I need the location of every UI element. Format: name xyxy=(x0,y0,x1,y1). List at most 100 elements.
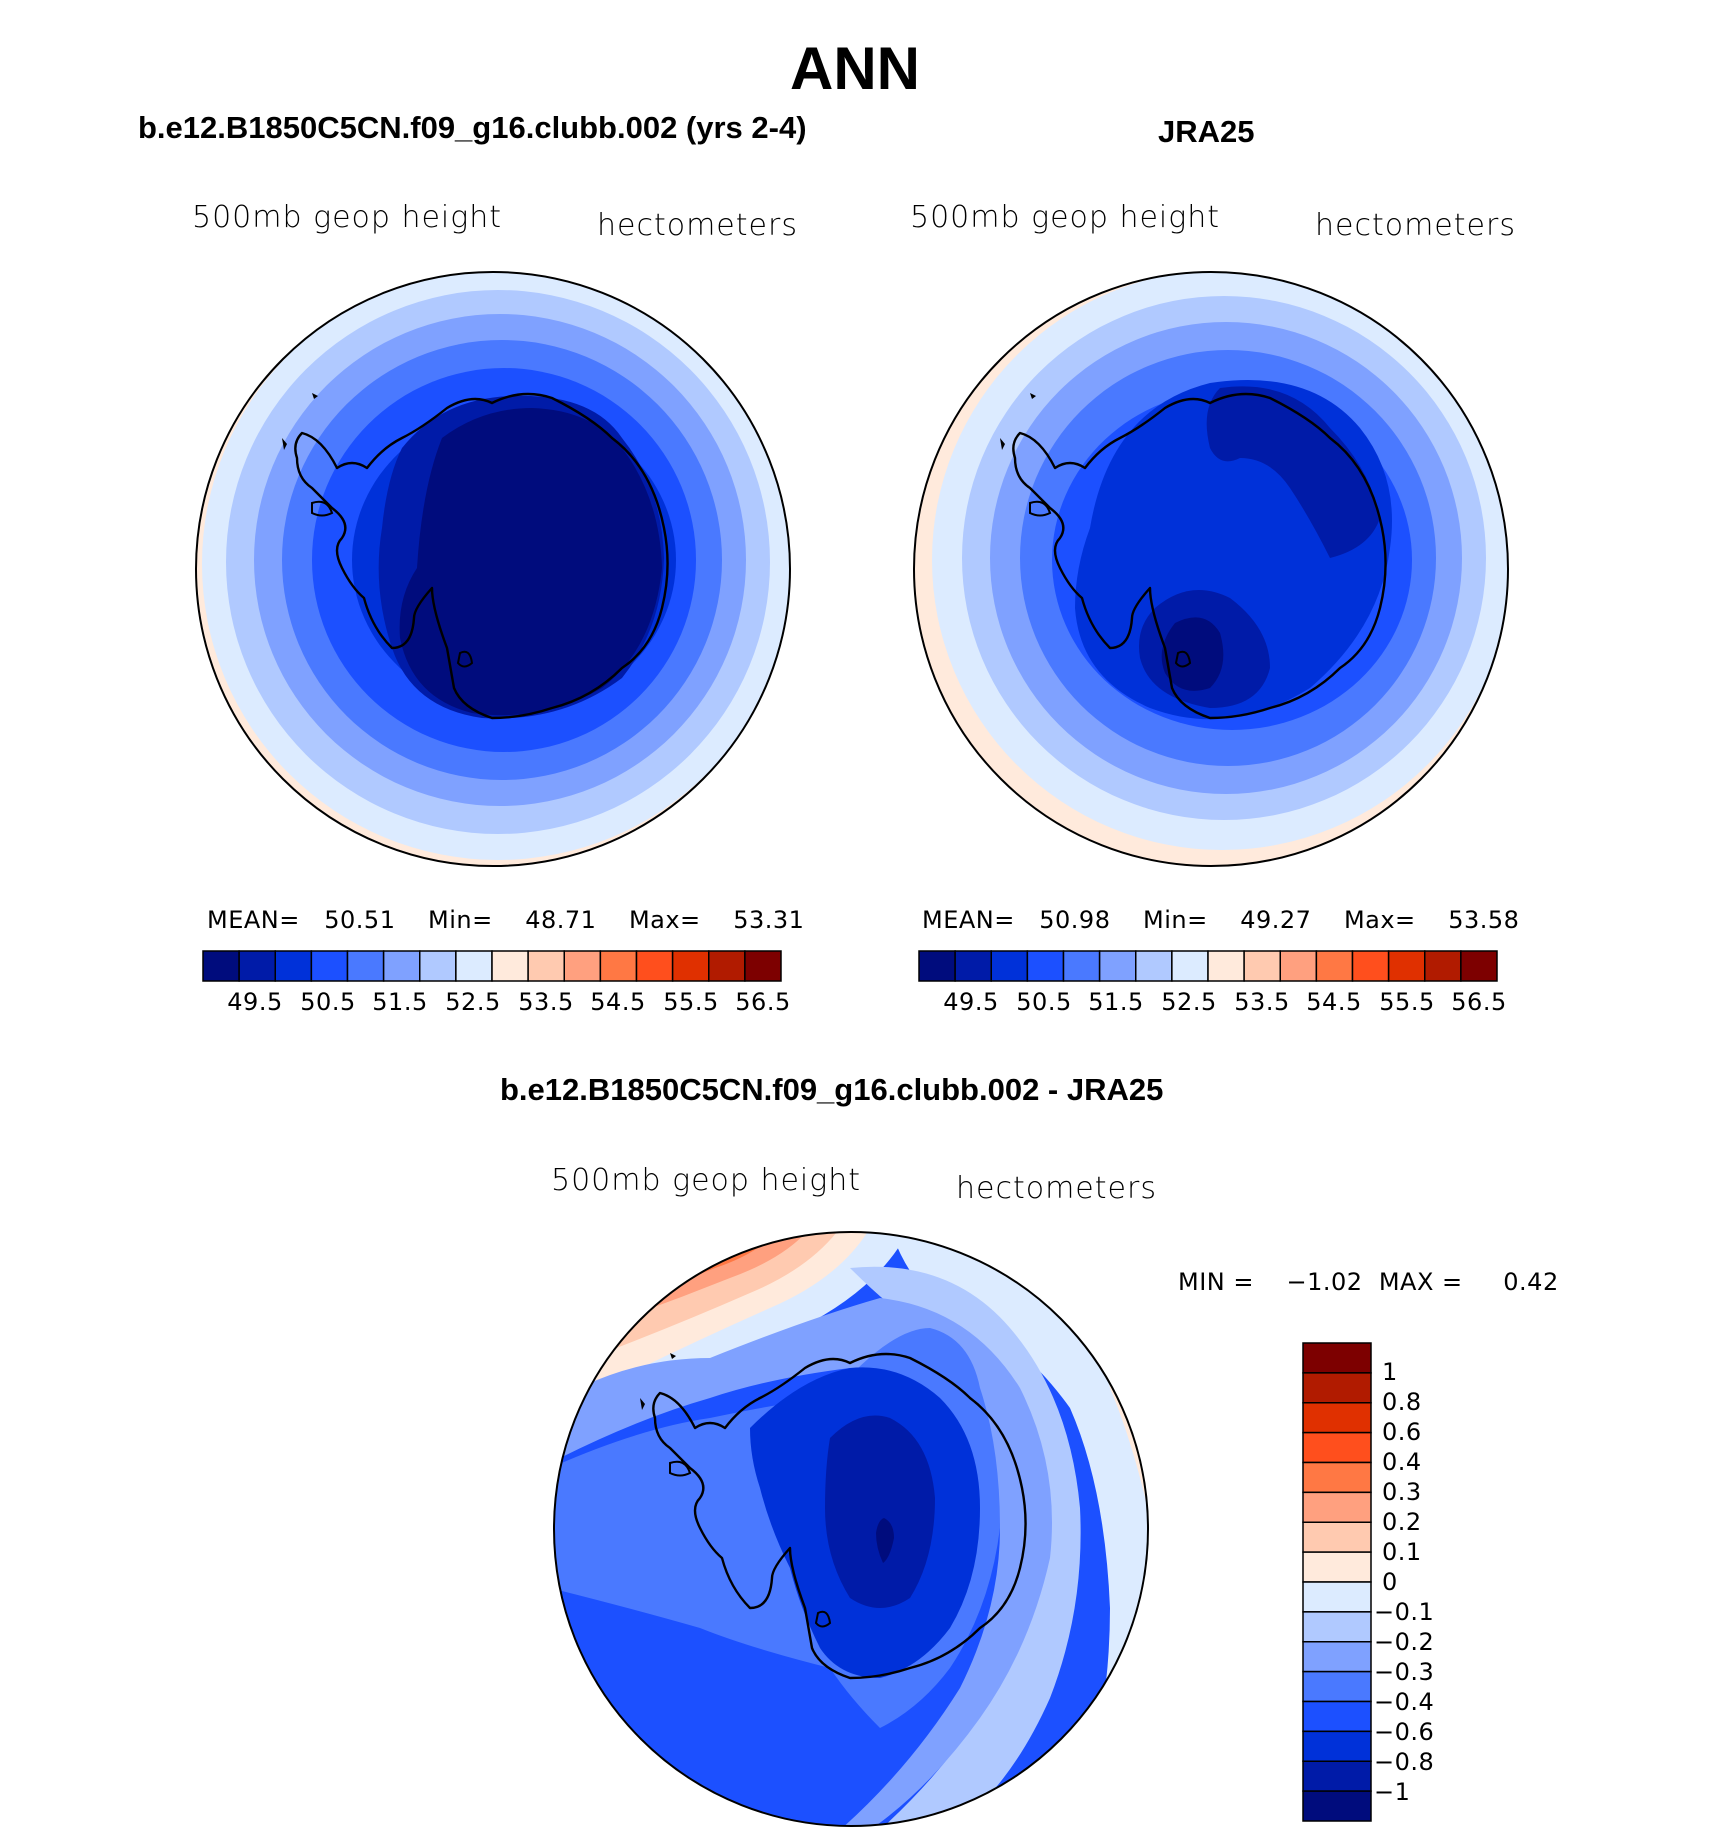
model-colorbar-box xyxy=(491,950,529,982)
obs-colorbar-tick: 53.5 xyxy=(1234,988,1290,1016)
obs-max-value: 53.58 xyxy=(1448,906,1520,934)
obs-stats-line: MEAN= 50.98 Min= 49.27 Max= 53.58 xyxy=(922,906,1519,934)
diff-colorbar-tick: −1 xyxy=(1374,1778,1411,1806)
diff-colorbar-tick: −0.2 xyxy=(1374,1628,1435,1656)
model-colorbar-box xyxy=(708,950,746,982)
diff-max-value: 0.42 xyxy=(1503,1268,1559,1296)
model-colorbar-box xyxy=(346,950,385,982)
obs-colorbar-box xyxy=(1351,950,1390,982)
model-colorbar-tick: 56.5 xyxy=(735,988,791,1016)
diff-min-value: −1.02 xyxy=(1286,1268,1363,1296)
diff-colorbar-box xyxy=(1302,1431,1372,1464)
diff-colorbar-ticks: 1 0.8 0.6 0.4 0.3 0.2 0.1 0 −0.1 −0.2 −0… xyxy=(1374,1342,1472,1822)
diff-colorbar-tick: 0.1 xyxy=(1382,1538,1422,1566)
obs-colorbar-box xyxy=(1026,950,1065,982)
model-colorbar-box xyxy=(382,950,421,982)
diff-colorbar-box xyxy=(1302,1760,1372,1792)
diff-colorbar-tick: 1 xyxy=(1382,1358,1398,1386)
model-colorbar-tick: 54.5 xyxy=(590,988,646,1016)
obs-colorbar-tick: 50.5 xyxy=(1016,988,1072,1016)
obs-colorbar-box xyxy=(918,950,956,982)
diff-colorbar-box xyxy=(1302,1641,1372,1673)
obs-colorbar-box xyxy=(1315,950,1354,982)
diff-colorbar-box xyxy=(1302,1521,1372,1553)
model-units-label: hectometers xyxy=(597,208,798,243)
obs-mean-value: 50.98 xyxy=(1039,906,1111,934)
obs-colorbar-box xyxy=(1062,950,1101,982)
model-case-title: b.e12.B1850C5CN.f09_g16.clubb.002 (yrs 2… xyxy=(138,110,807,145)
model-colorbar-tick: 49.5 xyxy=(227,988,283,1016)
obs-colorbar-box xyxy=(954,950,992,982)
model-colorbar-box xyxy=(671,950,710,982)
obs-colorbar-box xyxy=(1135,950,1173,982)
obs-colorbar-box xyxy=(1171,950,1209,982)
obs-colorbar-tick: 49.5 xyxy=(943,988,999,1016)
model-colorbar-box xyxy=(635,950,674,982)
model-colorbar-box xyxy=(310,950,349,982)
diff-colorbar-tick: −0.3 xyxy=(1374,1658,1435,1686)
obs-polar-map xyxy=(913,271,1509,867)
obs-case-title: JRA25 xyxy=(1158,114,1255,149)
diff-variable-label: 500mb geop height xyxy=(551,1163,862,1198)
diff-colorbar-box xyxy=(1302,1461,1372,1494)
obs-min-label: Min= xyxy=(1142,906,1208,934)
diff-colorbar-box xyxy=(1302,1491,1372,1523)
model-colorbar-tick: 53.5 xyxy=(518,988,574,1016)
diff-colorbar-box xyxy=(1302,1790,1372,1822)
obs-colorbar-box xyxy=(1387,950,1426,982)
obs-colorbar-tick: 56.5 xyxy=(1451,988,1507,1016)
figure-title: ANN xyxy=(790,35,920,102)
diff-colorbar-tick: 0.3 xyxy=(1382,1478,1422,1506)
obs-colorbar-box xyxy=(990,950,1029,982)
diff-stats-line: MIN = −1.02 MAX = 0.42 xyxy=(1178,1268,1559,1296)
diff-colorbar-box xyxy=(1302,1342,1372,1374)
model-colorbar-ticks: 49.5 50.5 51.5 52.5 53.5 54.5 55.5 56.5 xyxy=(202,988,790,1018)
model-mean-label: MEAN= xyxy=(207,906,300,934)
obs-colorbar-box xyxy=(1098,950,1137,982)
model-mean-value: 50.51 xyxy=(324,906,396,934)
diff-colorbar-box xyxy=(1302,1372,1372,1404)
obs-min-value: 49.27 xyxy=(1240,906,1312,934)
obs-units-label: hectometers xyxy=(1315,208,1516,243)
diff-max-label: MAX = xyxy=(1378,1268,1463,1296)
model-colorbar-box xyxy=(274,950,313,982)
diff-colorbar-box xyxy=(1302,1581,1372,1613)
model-colorbar-box xyxy=(202,950,240,982)
model-colorbar-box xyxy=(599,950,638,982)
obs-colorbar-tick: 51.5 xyxy=(1088,988,1144,1016)
diff-colorbar-tick: 0.8 xyxy=(1382,1388,1422,1416)
model-stats-line: MEAN= 50.51 Min= 48.71 Max= 53.31 xyxy=(207,906,804,934)
model-colorbar-box xyxy=(563,950,602,982)
model-polar-map xyxy=(195,271,791,867)
obs-colorbar-tick: 55.5 xyxy=(1379,988,1435,1016)
diff-colorbar-box xyxy=(1302,1611,1372,1643)
model-colorbar xyxy=(202,950,782,982)
diff-colorbar-box xyxy=(1302,1402,1372,1434)
obs-colorbar-box xyxy=(1424,950,1462,982)
diff-colorbar-box xyxy=(1302,1670,1372,1703)
model-colorbar-tick: 51.5 xyxy=(372,988,428,1016)
diff-colorbar-tick: −0.1 xyxy=(1374,1598,1435,1626)
model-max-label: Max= xyxy=(628,906,701,934)
model-colorbar-box xyxy=(419,950,457,982)
obs-mean-label: MEAN= xyxy=(922,906,1015,934)
model-min-value: 48.71 xyxy=(525,906,597,934)
obs-colorbar-box xyxy=(1279,950,1318,982)
model-colorbar-tick: 52.5 xyxy=(445,988,501,1016)
diff-min-label: MIN = xyxy=(1178,1268,1254,1296)
model-colorbar-box xyxy=(455,950,493,982)
model-min-label: Min= xyxy=(427,906,493,934)
model-max-value: 53.31 xyxy=(733,906,805,934)
obs-colorbar-tick: 54.5 xyxy=(1306,988,1362,1016)
model-colorbar-tick: 55.5 xyxy=(663,988,719,1016)
diff-polar-map xyxy=(553,1231,1149,1827)
diff-colorbar-tick: 0.6 xyxy=(1382,1418,1422,1446)
diff-units-label: hectometers xyxy=(956,1171,1157,1206)
diff-colorbar-tick: −0.8 xyxy=(1374,1748,1435,1776)
diff-colorbar-tick: 0.4 xyxy=(1382,1448,1422,1476)
diff-colorbar-tick: 0.2 xyxy=(1382,1508,1422,1536)
model-colorbar-box xyxy=(527,950,565,982)
obs-variable-label: 500mb geop height xyxy=(910,200,1221,235)
model-colorbar-box xyxy=(238,950,276,982)
diff-colorbar-box xyxy=(1302,1700,1372,1733)
